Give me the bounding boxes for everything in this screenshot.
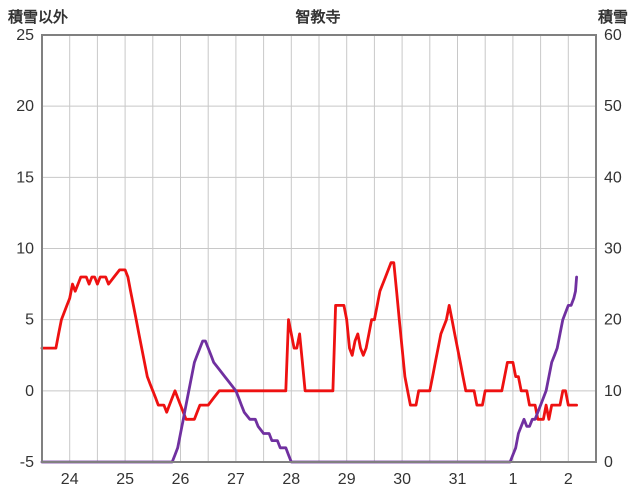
- x-axis-tick-label: 26: [172, 471, 190, 488]
- right-axis-tick-label: 20: [604, 312, 622, 329]
- right-axis-tick-label: 0: [604, 454, 613, 471]
- chart-title: 智教寺: [295, 9, 341, 26]
- plot-border: [41, 34, 597, 463]
- x-axis-tick-label: 31: [449, 471, 467, 488]
- x-axis-tick-label: 25: [116, 471, 134, 488]
- x-axis-tick-label: 29: [338, 471, 356, 488]
- left-axis-tick-label: 25: [16, 27, 34, 44]
- left-axis-tick-label: 20: [16, 98, 34, 115]
- left-axis-tick-label: 5: [25, 312, 34, 329]
- x-axis-tick-label: 1: [508, 471, 517, 488]
- left-axis-tick-label: 15: [16, 169, 34, 186]
- x-axis-tick-label: 2: [564, 471, 573, 488]
- x-axis-tick-label: 28: [282, 471, 300, 488]
- x-axis-tick-label: 24: [61, 471, 79, 488]
- right-axis-tick-label: 50: [604, 98, 622, 115]
- left-axis-tick-label: 0: [25, 383, 34, 400]
- left-axis-tick-label: -5: [20, 454, 34, 471]
- right-axis-title: 積雪: [597, 9, 628, 26]
- x-axis-tick-label: 30: [393, 471, 411, 488]
- right-axis-tick-label: 30: [604, 241, 622, 258]
- left-axis-tick-label: 10: [16, 241, 34, 258]
- left-axis-title: 積雪以外: [8, 9, 69, 26]
- x-axis-tick-label: 27: [227, 471, 245, 488]
- series-purple-line: [40, 275, 578, 464]
- right-axis-tick-label: 10: [604, 383, 622, 400]
- right-axis-tick-label: 40: [604, 169, 622, 186]
- series-red-line: [40, 261, 578, 421]
- right-axis-tick-label: 60: [604, 27, 622, 44]
